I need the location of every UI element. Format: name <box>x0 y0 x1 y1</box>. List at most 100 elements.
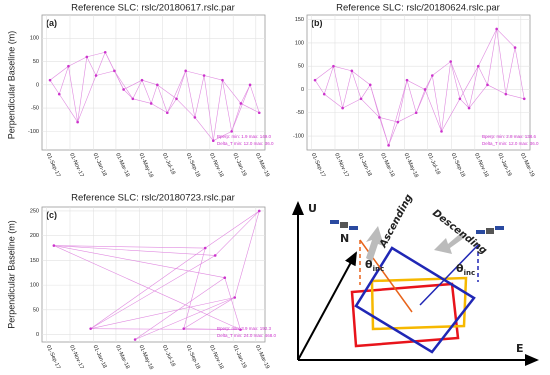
network-edge <box>214 210 260 256</box>
network-edge <box>478 28 497 67</box>
network-edge <box>360 98 380 118</box>
acquisition-point <box>103 50 107 54</box>
acquisition-point <box>332 64 335 68</box>
network-edge <box>415 75 433 113</box>
network-edge <box>53 245 225 279</box>
x-tick-label: 01-Sep-17 <box>45 152 61 178</box>
panel-label: (c) <box>46 210 57 220</box>
acquisition-point <box>213 254 217 257</box>
acquisition-point <box>184 69 187 73</box>
x-tick-label: 01-May-18 <box>138 152 155 178</box>
network-edge <box>167 98 177 113</box>
y-tick-label: -50 <box>31 106 39 112</box>
x-tick-label: 01-Nov-17 <box>333 152 349 178</box>
angle-symbol: θ <box>365 258 373 271</box>
network-edge <box>505 47 516 95</box>
acquisition-point <box>156 83 159 87</box>
acquisition-point <box>359 97 363 101</box>
network-edge <box>123 79 143 90</box>
acquisition-point <box>85 55 89 59</box>
network-edge <box>496 28 516 48</box>
acquisition-point <box>341 106 344 110</box>
y-axis-label: Perpendicular Baseline (m) <box>6 31 16 140</box>
x-tick-label: 01-Jan-18 <box>92 152 108 177</box>
x-tick-label: 01-May-18 <box>138 344 155 370</box>
network-edge <box>432 61 451 76</box>
network-edge <box>240 103 260 114</box>
panel-label: (a) <box>46 18 57 28</box>
y-tick-label: 100 <box>30 36 39 42</box>
network-edge <box>134 297 235 340</box>
acquisition-point <box>221 78 224 82</box>
plot-area <box>41 206 266 343</box>
network-edge <box>342 70 353 109</box>
descending-angle: θinc <box>456 262 475 277</box>
network-edge <box>114 70 134 99</box>
acquisition-point <box>405 78 409 82</box>
network-edge <box>468 66 479 109</box>
yellow-footprint <box>370 276 468 331</box>
network-edge <box>90 255 216 329</box>
y-tick-label: 100 <box>295 40 304 46</box>
network-edge <box>132 98 152 104</box>
network-edge <box>77 75 97 123</box>
acquisition-point <box>202 74 206 77</box>
blue-footprint <box>354 246 476 354</box>
acquisition-point <box>313 78 317 82</box>
acquisition-point <box>233 296 237 299</box>
acquisition-point <box>57 92 61 96</box>
acquisition-point <box>230 130 233 133</box>
network-edge <box>176 98 196 118</box>
plot-area <box>306 14 531 151</box>
network-edge <box>314 80 325 95</box>
angle-subscript: inc <box>464 269 476 277</box>
acquisition-point <box>203 246 207 250</box>
acquisition-point <box>182 327 186 330</box>
acquisition-point <box>440 130 443 133</box>
network-edge <box>222 79 242 104</box>
y-tick-label: -100 <box>28 129 39 135</box>
north-axis <box>297 251 357 361</box>
network-edge <box>205 210 260 249</box>
network-edge <box>95 52 106 76</box>
acquisition-point <box>350 69 354 73</box>
annotation: Bperp: min: 1.9 max: 149.0 <box>217 134 272 139</box>
network-edge <box>157 84 177 100</box>
east-label: E <box>516 342 524 355</box>
acquisition-point <box>76 120 79 124</box>
network-edge <box>388 80 408 146</box>
annotation: Delta_T min: 12.0 max: 36.0 <box>217 141 274 146</box>
network-edge <box>450 61 470 109</box>
acquisition-point <box>476 64 480 68</box>
y-tick-label: 150 <box>30 258 39 264</box>
network-edge <box>314 65 334 81</box>
x-tick-label: 01-Jul-18 <box>161 344 176 367</box>
network-edge <box>49 65 69 81</box>
x-tick-label: 01-Nov-18 <box>473 152 489 178</box>
network-edge <box>90 247 206 329</box>
network-edge <box>505 93 525 100</box>
y-tick-label: 50 <box>33 307 39 313</box>
network-edge <box>333 66 343 109</box>
network-edge <box>123 89 134 100</box>
acquisition-point <box>368 83 372 87</box>
network-edge <box>406 80 417 113</box>
x-tick-label: 01-Mar-18 <box>114 344 130 370</box>
network-edge <box>369 84 389 146</box>
chart-title: Reference SLC: rslc/20180617.rslc.par <box>71 3 235 14</box>
network-edge <box>68 56 87 67</box>
acquisition-point <box>48 78 52 82</box>
acquisition-point <box>257 209 261 213</box>
network-edge <box>468 84 488 109</box>
acquisition-point <box>458 97 462 101</box>
network-edge <box>167 70 186 113</box>
descending-look <box>419 244 479 306</box>
network-edge <box>183 297 235 329</box>
x-tick-label: 01-Nov-17 <box>68 344 84 370</box>
network-edge <box>388 121 399 146</box>
plot-area <box>41 14 266 151</box>
x-tick-label: 01-Mar-18 <box>379 152 395 178</box>
network-edge <box>185 70 196 118</box>
y-tick-label: 0 <box>36 332 39 338</box>
y-tick-label: 250 <box>30 208 39 214</box>
